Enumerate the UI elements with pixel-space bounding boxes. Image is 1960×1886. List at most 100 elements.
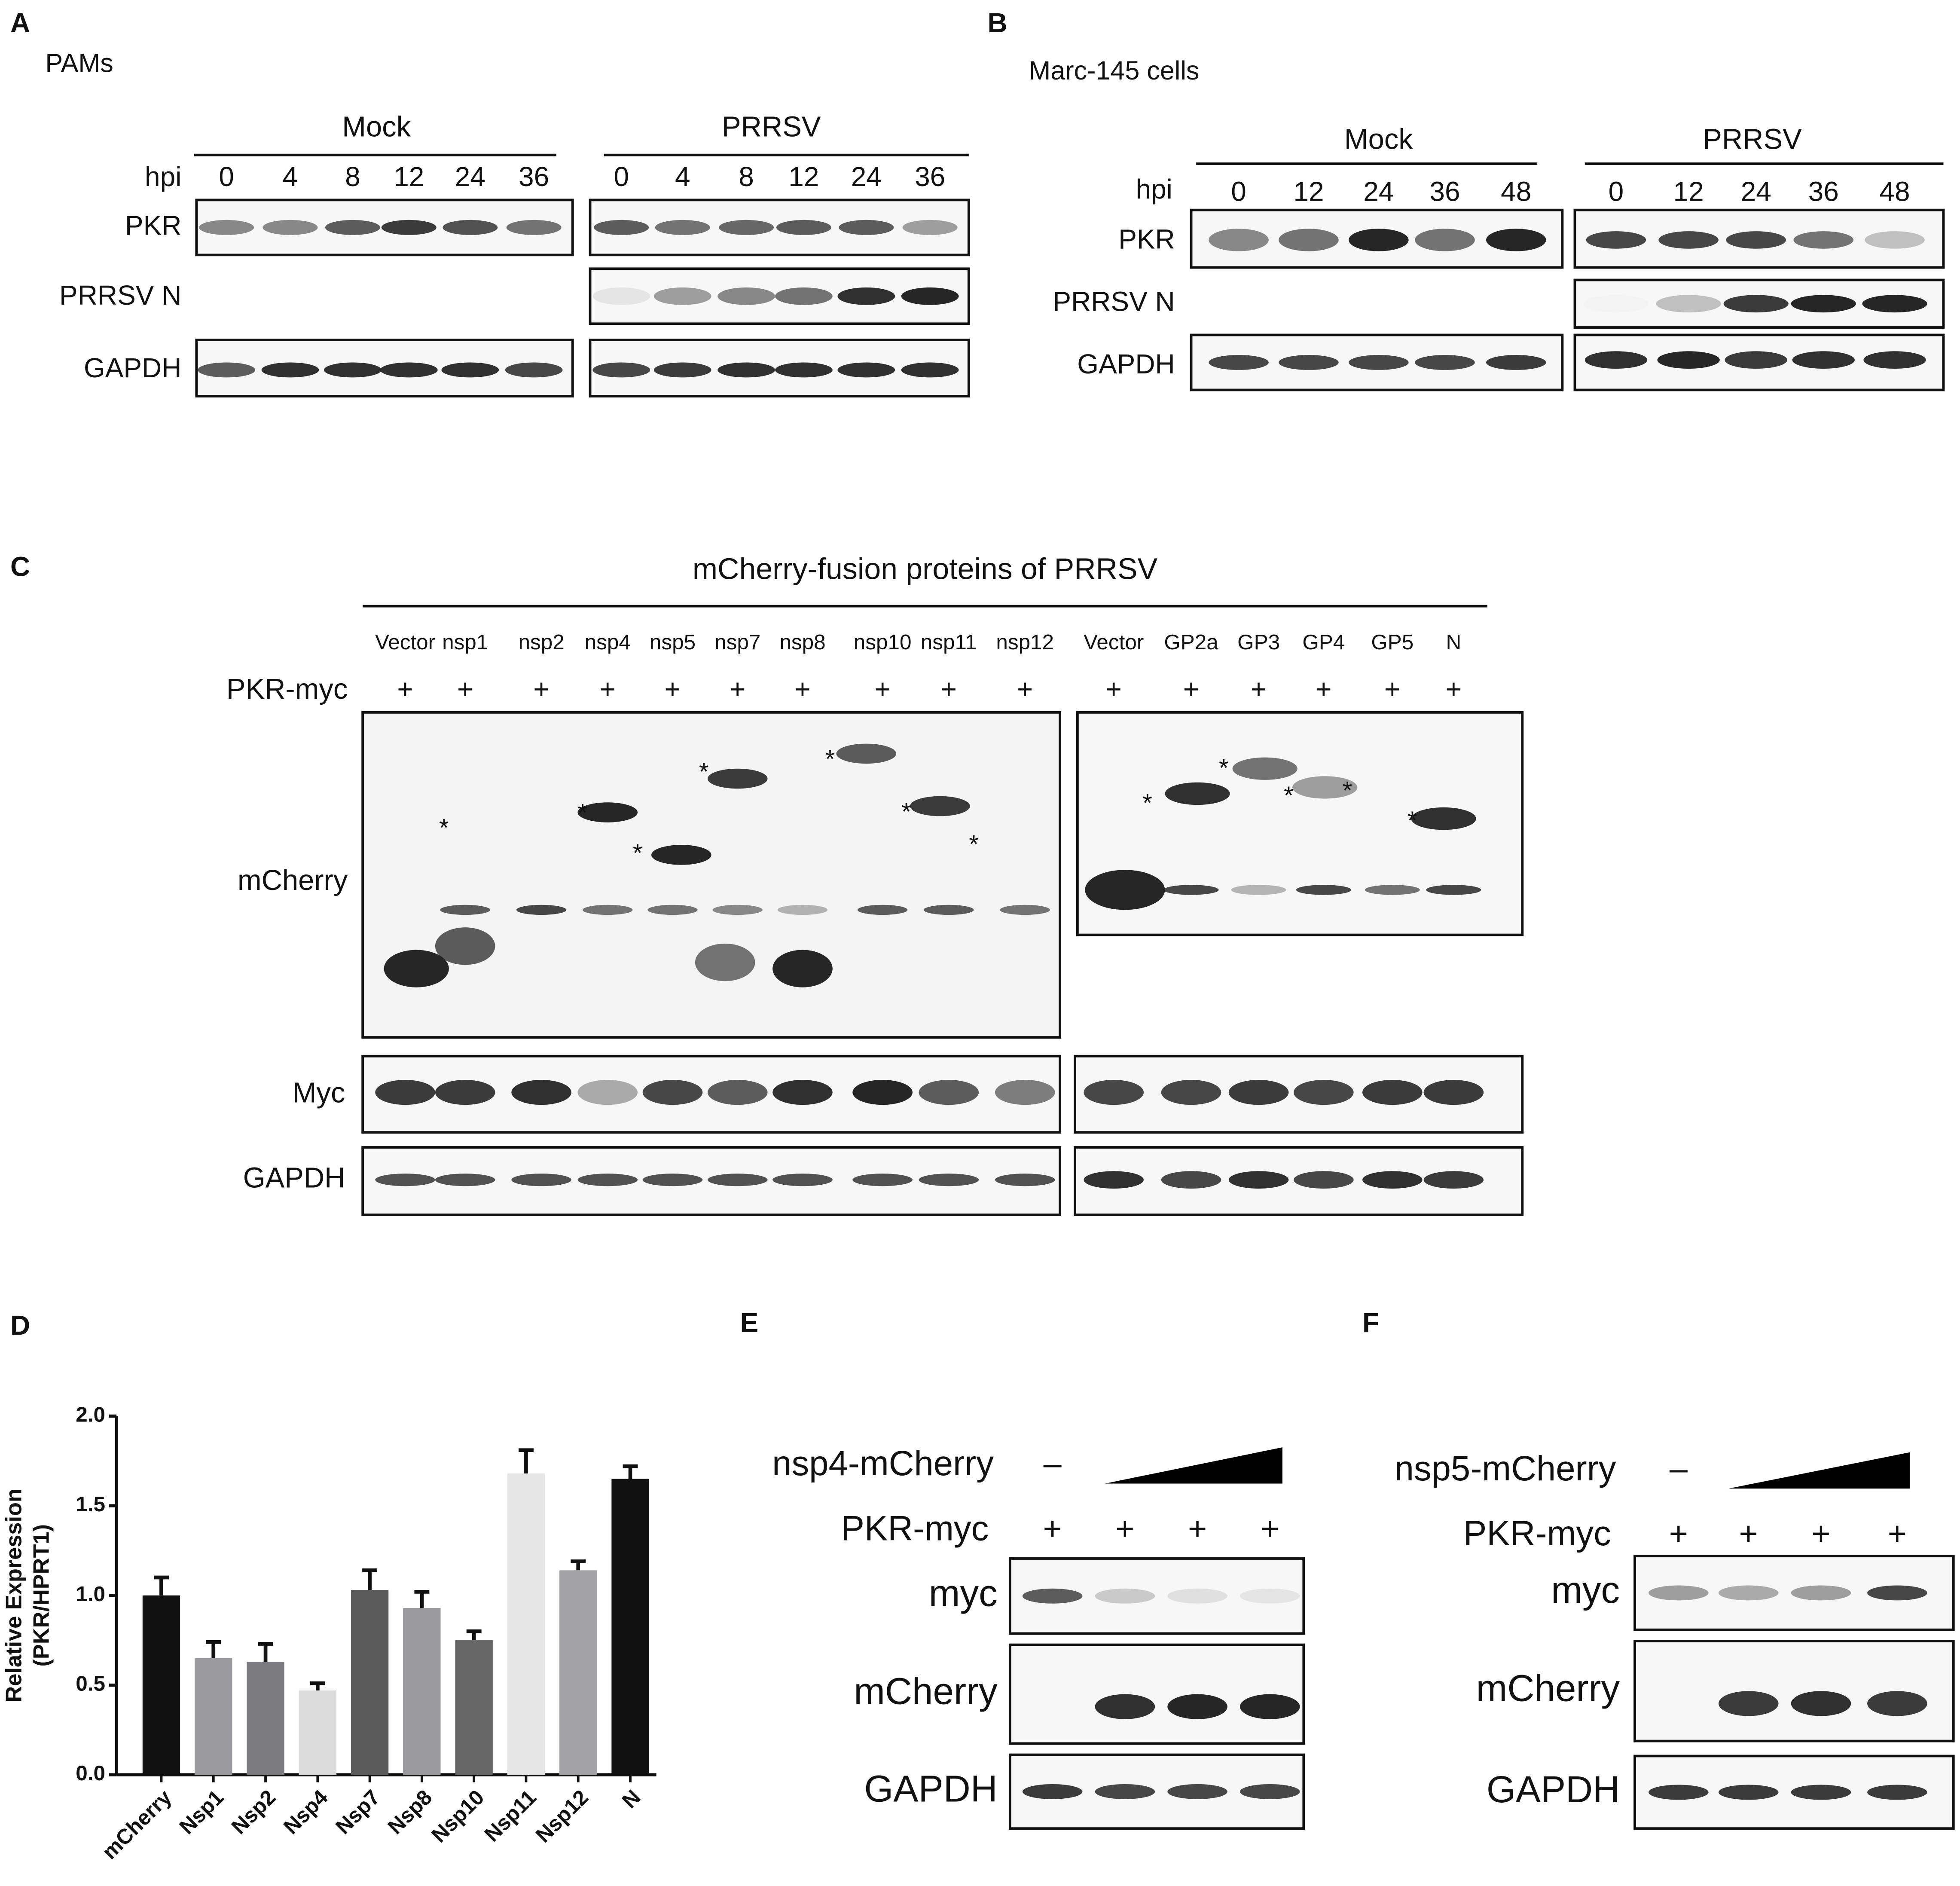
construct-label: nsp5-mCherry (1395, 1449, 1616, 1488)
row-label: GAPDH (1487, 1769, 1620, 1810)
band (1725, 351, 1787, 369)
bar (247, 1662, 284, 1775)
plus: + (1261, 1511, 1279, 1547)
time-label: 48 (1879, 176, 1910, 207)
band (381, 220, 437, 235)
band (1867, 1785, 1927, 1800)
treatment-label: PKR-myc (841, 1509, 989, 1548)
band (375, 1079, 435, 1105)
band (1867, 1691, 1927, 1716)
band (1415, 355, 1475, 370)
band (592, 362, 650, 378)
band (1362, 1171, 1423, 1189)
band (1163, 885, 1219, 895)
band (1365, 885, 1420, 895)
band (772, 950, 833, 987)
band (642, 1079, 703, 1105)
band (1862, 295, 1927, 313)
time-label: 0 (1609, 176, 1624, 207)
asterisk: * (1407, 807, 1417, 834)
time-label: 0 (219, 161, 234, 192)
row-label: GAPDH (864, 1768, 997, 1810)
band (1167, 1588, 1227, 1604)
asterisk: * (1219, 754, 1229, 782)
band (324, 362, 382, 378)
band (707, 768, 768, 789)
x-tick-label: Nsp7 (331, 1785, 385, 1839)
lane-label: nsp10 (854, 630, 912, 654)
lane-label: N (1446, 630, 1461, 654)
band (651, 845, 711, 865)
band (695, 943, 755, 981)
bar (142, 1595, 180, 1775)
band (1167, 1694, 1227, 1719)
lane-label: GP2a (1164, 630, 1218, 654)
band (516, 905, 567, 915)
band (1586, 231, 1646, 249)
time-label: 12 (788, 161, 819, 192)
lane-label: GP4 (1302, 630, 1345, 654)
time-label: 12 (1673, 176, 1704, 207)
time-label: 36 (519, 161, 549, 192)
time-label: 24 (1741, 176, 1771, 207)
band (653, 287, 711, 305)
lane-label: GP3 (1237, 630, 1280, 654)
band (375, 1174, 435, 1186)
band (852, 1079, 913, 1105)
band (440, 905, 490, 915)
time-label: 48 (1501, 176, 1531, 207)
time-label: 36 (915, 161, 945, 192)
band (712, 905, 763, 915)
row-label: mCherry (238, 864, 348, 896)
band (776, 220, 831, 235)
lane-label: nsp12 (996, 630, 1054, 654)
treatment-label: PKR-myc (1463, 1514, 1611, 1553)
band (1209, 229, 1269, 251)
asterisk: * (901, 798, 911, 826)
band (707, 1174, 768, 1186)
band (924, 905, 974, 915)
band (1165, 782, 1230, 805)
treatment-label: PKR-myc (226, 673, 348, 705)
row-label: PRRSV N (59, 280, 181, 311)
band (1095, 1784, 1155, 1799)
lane-label: Vector (375, 630, 435, 654)
plus: + (1811, 1516, 1830, 1552)
y-axis-label-line: (PKR/HPRT1) (29, 1524, 54, 1667)
plus: + (1115, 1511, 1134, 1547)
time-label: 4 (283, 161, 298, 192)
time-label: 24 (455, 161, 485, 192)
band (1000, 905, 1050, 915)
x-tick-label: Nsp12 (531, 1785, 593, 1847)
lane-label: GP5 (1371, 630, 1414, 654)
asterisk: * (439, 814, 449, 842)
band (577, 802, 638, 822)
band (655, 220, 710, 235)
x-tick-label: Nsp11 (480, 1785, 541, 1846)
band (1240, 1588, 1300, 1604)
band (1296, 885, 1351, 895)
row-label: GAPDH (84, 352, 181, 383)
band (1292, 776, 1358, 799)
band (839, 220, 894, 235)
band (1657, 351, 1720, 369)
band (653, 362, 711, 378)
band (380, 362, 438, 378)
band (772, 1174, 833, 1186)
band (857, 905, 908, 915)
blot (361, 711, 1062, 1039)
plus: + (1043, 1511, 1062, 1547)
band (919, 1079, 979, 1105)
band (1228, 1171, 1289, 1189)
band (1349, 229, 1409, 251)
group-label: Mock (342, 110, 411, 143)
band (1423, 1079, 1484, 1105)
asterisk: * (969, 830, 979, 858)
band (1865, 231, 1925, 249)
band (511, 1079, 571, 1105)
plus: + (1316, 673, 1331, 704)
band (1791, 1585, 1851, 1601)
band (1791, 295, 1856, 313)
bar (299, 1690, 336, 1775)
